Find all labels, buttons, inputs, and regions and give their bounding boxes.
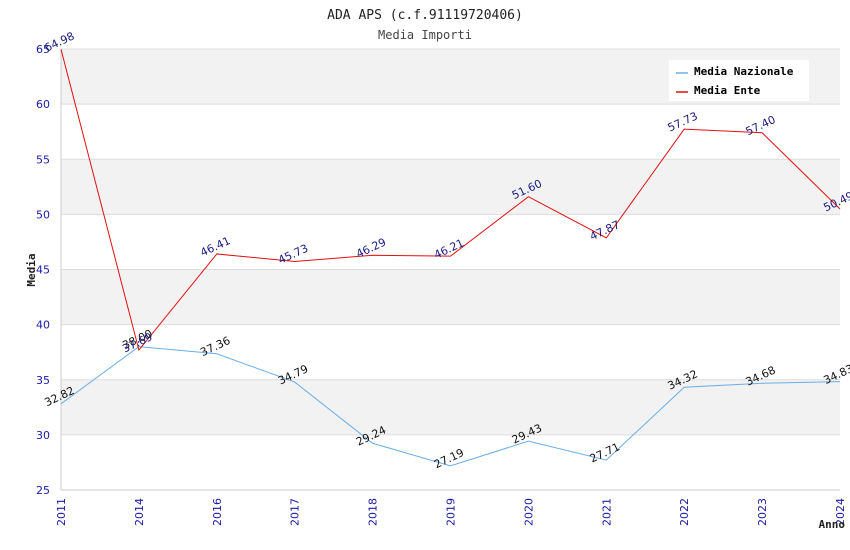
y-tick-label: 60 — [36, 98, 50, 111]
x-tick-label: 2018 — [367, 498, 380, 526]
x-ticks: 2011 2014 2016 2017 2018 2019 2020 2021 2022 2023… — [55, 498, 847, 526]
x-tick-label: 2017 — [289, 498, 302, 526]
y-tick-label: 45 — [36, 264, 50, 277]
y-tick-label: 65 — [36, 43, 50, 56]
x-tick-label: 2023 — [756, 498, 769, 526]
grid-bands — [61, 49, 840, 490]
x-axis-label: Anno — [819, 518, 846, 531]
legend: Media Nazionale Media Ente — [669, 60, 809, 101]
y-tick-label: 50 — [36, 208, 50, 221]
legend-box — [669, 60, 809, 101]
grid-band — [61, 379, 840, 435]
legend-label-media-ente: Media Ente — [694, 84, 761, 97]
series-line-1 — [60, 49, 841, 352]
grid-band — [61, 324, 840, 380]
x-tick-label: 2022 — [678, 498, 691, 526]
y-tick-label: 35 — [36, 374, 50, 387]
grid-band — [61, 434, 840, 490]
series-lines — [60, 49, 841, 467]
x-tick-label: 2011 — [55, 498, 68, 526]
y-tick-label: 30 — [36, 429, 50, 442]
grid-band — [61, 159, 840, 215]
x-tick-label: 2019 — [445, 498, 458, 526]
x-tick-label: 2024 — [834, 498, 847, 526]
y-tick-label: 40 — [36, 319, 50, 332]
y-tick-label: 25 — [36, 484, 50, 497]
y-tick-label: 55 — [36, 153, 50, 166]
grid-band — [61, 214, 840, 270]
x-tick-label: 2016 — [211, 498, 224, 526]
y-ticks: 25 30 35 40 45 50 55 60 65 — [36, 43, 50, 497]
y-axis-label: Media — [25, 253, 38, 286]
series-line-0 — [60, 346, 841, 467]
x-tick-label: 2020 — [522, 498, 535, 526]
grid-band — [61, 104, 840, 160]
legend-label-media-nazionale: Media Nazionale — [694, 65, 794, 78]
x-tick-label: 2014 — [133, 498, 146, 526]
chart-title: ADA APS (c.f.91119720406) — [327, 8, 523, 23]
grid-band — [61, 269, 840, 325]
x-tick-label: 2021 — [600, 498, 613, 526]
chart-subtitle: Media Importi — [378, 28, 472, 42]
